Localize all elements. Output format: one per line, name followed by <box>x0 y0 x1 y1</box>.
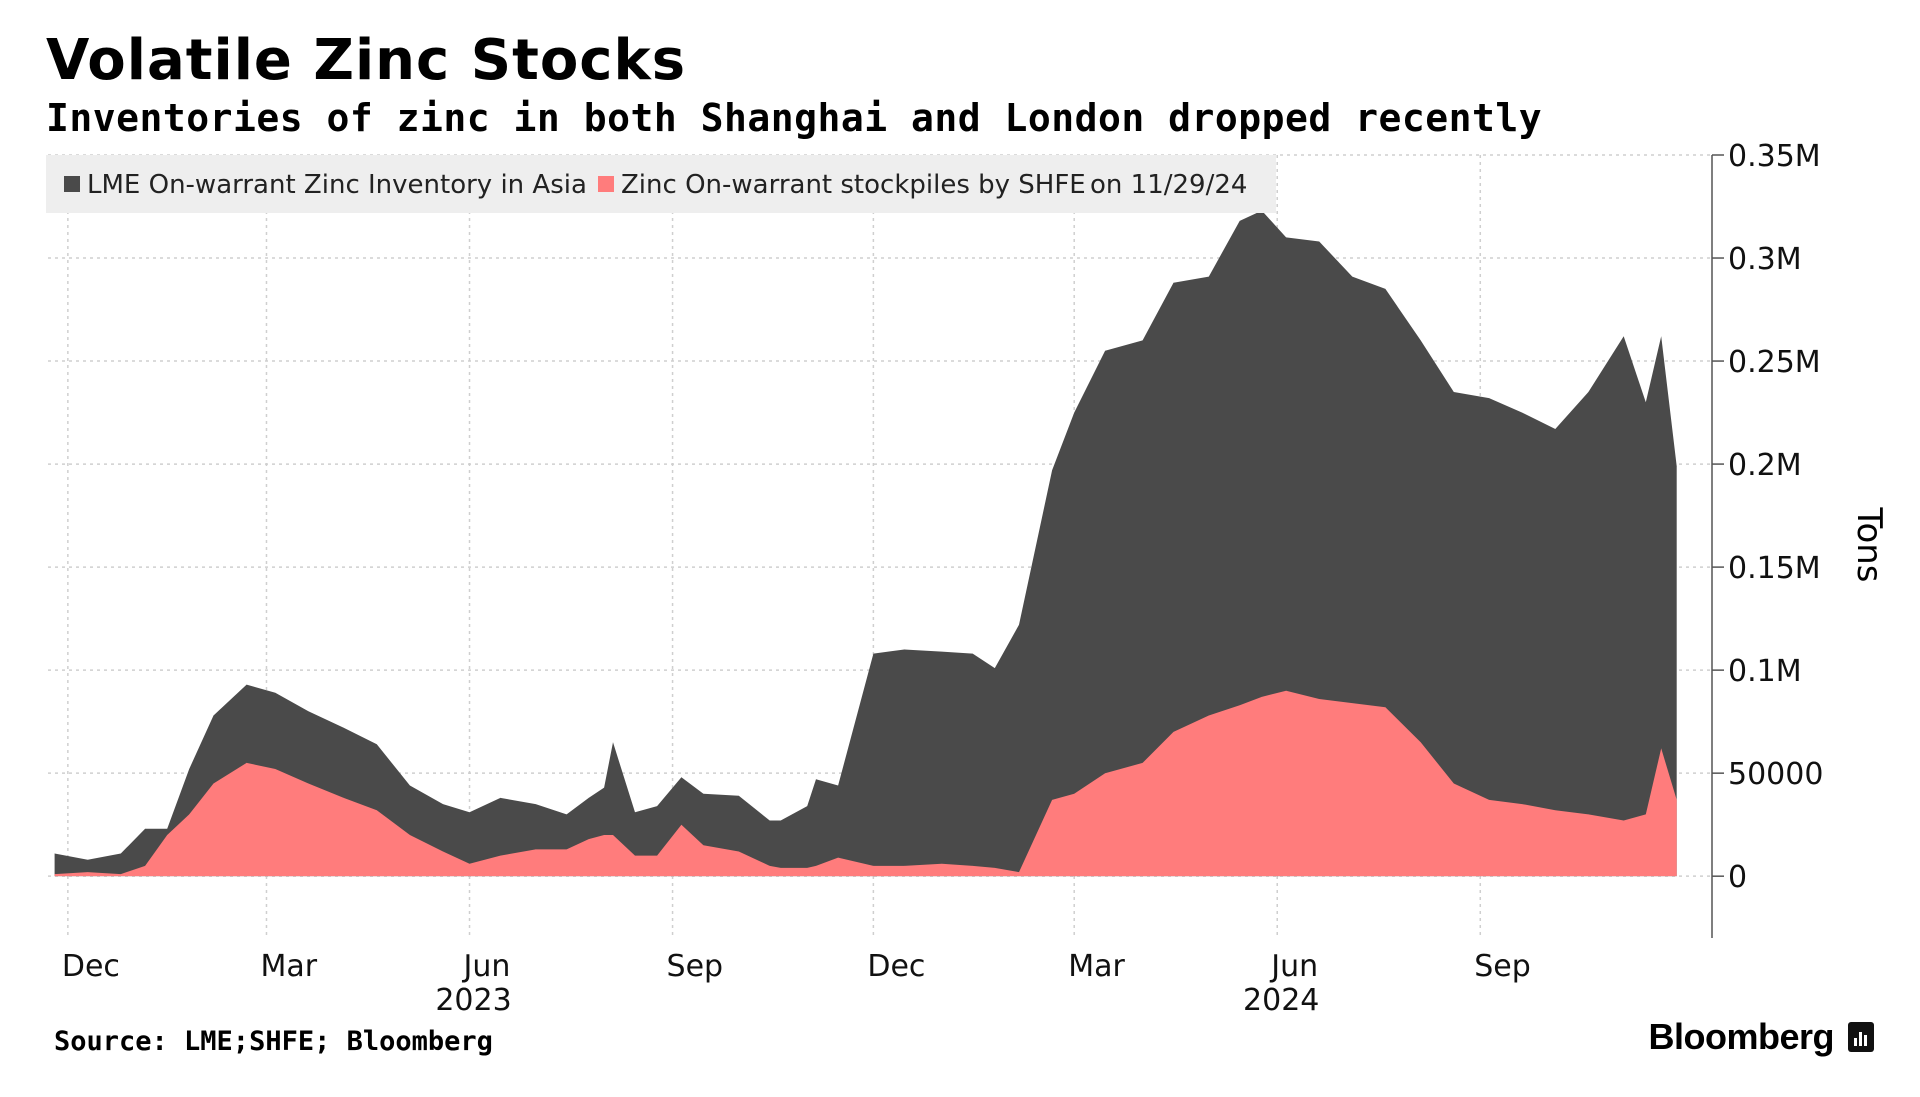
y-tick-label: 0.35M <box>1728 139 1821 174</box>
y-tick-label: 0.25M <box>1728 345 1821 380</box>
chart-subtitle: Inventories of zinc in both Shanghai and… <box>46 96 1543 140</box>
x-axis: Dec Mar Jun Sep Dec Mar Jun Sep 2023 2024 <box>62 949 1531 1018</box>
x-tick-label: Dec <box>867 949 925 984</box>
x-tick-label: Jun <box>462 949 511 984</box>
x-tick-label: Dec <box>62 949 120 984</box>
y-tick-label: 0.15M <box>1728 551 1821 586</box>
source-note: Source: LME;SHFE; Bloomberg <box>54 1026 493 1057</box>
y-tick-label: 0.2M <box>1728 448 1802 483</box>
legend-label-shfe: Zinc On-warrant stockpiles by SHFE <box>621 170 1086 200</box>
x-year-label: 2024 <box>1243 983 1319 1018</box>
legend-background <box>46 155 1276 213</box>
y-axis: 0 50000 0.1M 0.15M 0.2M 0.25M 0.3M 0.35M <box>1711 139 1823 938</box>
y-tick-label: 0.3M <box>1728 242 1802 277</box>
x-tick-label: Sep <box>1474 949 1531 984</box>
chart-title: Volatile Zinc Stocks <box>46 28 687 93</box>
x-tick-label: Sep <box>667 949 724 984</box>
series-areas <box>54 210 1677 877</box>
x-year-label: 2023 <box>435 983 511 1018</box>
y-tick-label: 0.1M <box>1728 654 1802 689</box>
legend: LME On-warrant Zinc Inventory in Asia Zi… <box>46 155 1276 213</box>
legend-swatch-lme <box>64 176 80 192</box>
y-axis-label: Tons <box>1849 506 1889 582</box>
y-tick-label: 0 <box>1728 860 1747 895</box>
y-tick-label: 50000 <box>1728 757 1823 792</box>
legend-swatch-shfe <box>598 176 614 192</box>
legend-label-lme: LME On-warrant Zinc Inventory in Asia <box>87 170 587 200</box>
series-area-shfe <box>54 690 1677 877</box>
bloomberg-terminal-icon <box>1848 1022 1874 1052</box>
x-tick-label: Jun <box>1269 949 1318 984</box>
legend-date: on 11/29/24 <box>1090 170 1247 200</box>
bloomberg-logo: Bloomberg <box>1648 1016 1834 1057</box>
x-tick-label: Mar <box>260 949 317 984</box>
x-tick-label: Mar <box>1068 949 1125 984</box>
